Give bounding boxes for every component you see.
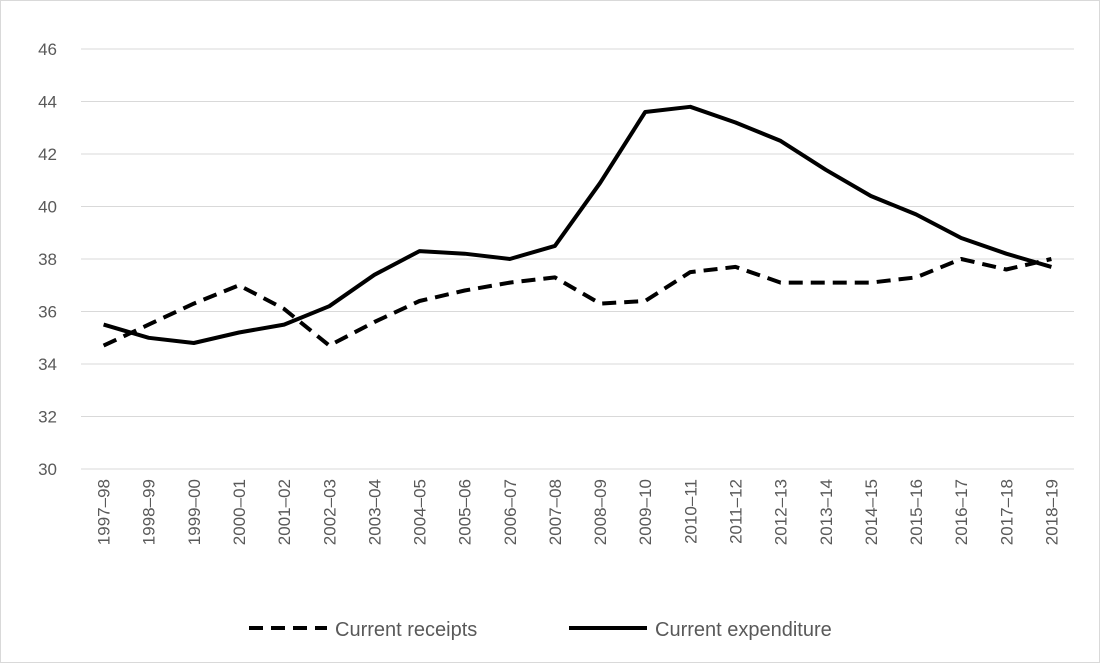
- y-tick-label: 40: [38, 198, 57, 217]
- x-tick-label: 2017–18: [997, 479, 1016, 545]
- x-tick-label: 2015–16: [907, 479, 926, 545]
- x-tick-label: 1999–00: [185, 479, 204, 545]
- x-tick-label: 2003–04: [365, 479, 384, 545]
- x-tick-label: 2002–03: [320, 479, 339, 545]
- x-tick-label: 2000–01: [230, 479, 249, 545]
- x-tick-label: 1997–98: [95, 479, 114, 545]
- x-tick-label: 2012–13: [772, 479, 791, 545]
- y-tick-label: 36: [38, 303, 57, 322]
- x-tick-label: 2008–09: [591, 479, 610, 545]
- x-axis-ticks: 1997–98 1998–99 1999–00 2000–01 2001–02 2002–…: [95, 479, 1062, 545]
- x-tick-label: 2006–07: [501, 479, 520, 545]
- legend-label: Current expenditure: [655, 619, 832, 641]
- gridlines: [81, 48, 1074, 470]
- x-tick-label: 2001–02: [275, 479, 294, 545]
- x-tick-label: 2007–08: [546, 479, 565, 545]
- y-tick-label: 42: [38, 145, 57, 164]
- x-tick-label: 1998–99: [140, 479, 159, 545]
- series-lines: [102, 104, 1052, 348]
- x-tick-label: 2011–12: [726, 479, 745, 544]
- x-tick-label: 2009–10: [636, 479, 655, 545]
- y-tick-label: 44: [38, 93, 57, 112]
- y-tick-label: 30: [38, 460, 57, 479]
- legend-label: Current receipts: [335, 619, 477, 641]
- x-tick-label: 2018–19: [1042, 479, 1061, 545]
- y-axis-ticks: 30 32 34 36 38 40 42 44 46: [38, 40, 57, 479]
- x-tick-label: 2016–17: [952, 479, 971, 545]
- y-tick-label: 38: [38, 250, 57, 269]
- series-line-expenditure: [103, 104, 1052, 345]
- x-tick-label: 2010–11: [681, 479, 700, 544]
- x-tick-label: 2005–06: [456, 479, 475, 545]
- legend: Current receipts Current expenditure: [249, 619, 832, 641]
- x-tick-label: 2013–14: [817, 479, 836, 545]
- y-tick-label: 34: [38, 355, 57, 374]
- x-tick-label: 2004–05: [411, 479, 430, 545]
- y-tick-label: 32: [38, 408, 57, 427]
- x-tick-label: 2014–15: [862, 479, 881, 545]
- y-tick-label: 46: [38, 40, 57, 59]
